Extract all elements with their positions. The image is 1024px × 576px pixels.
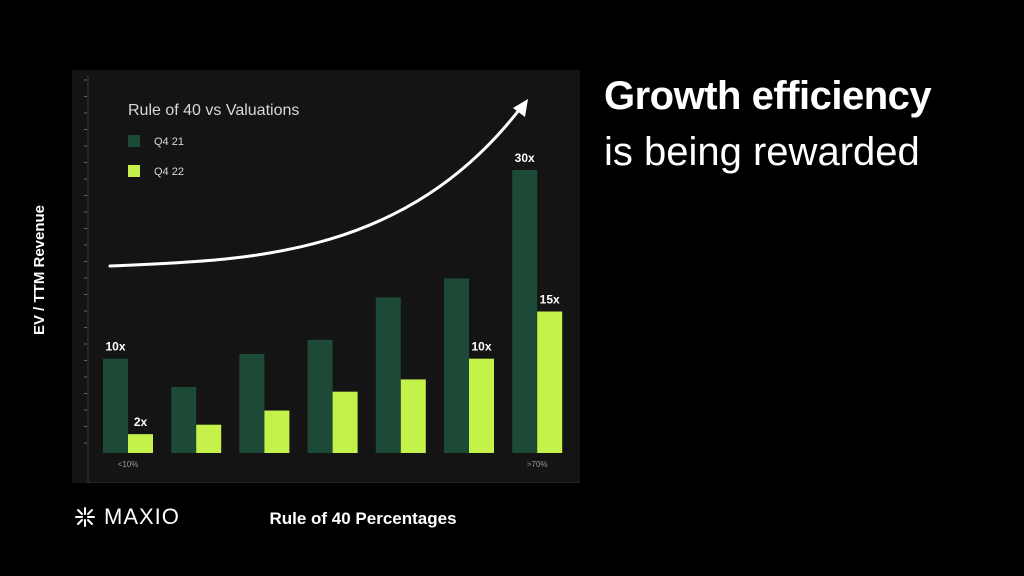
brand-logo: MAXIO	[72, 503, 180, 531]
bar-chart: 10x 2x 10x 30x 15x <10% >70% Rule of 40 vs Valu…	[84, 76, 580, 483]
trend-arrow-head-icon	[513, 99, 528, 117]
bar-q4-21-2	[239, 353, 265, 453]
bar-q4-22-5	[469, 358, 494, 453]
data-label: 10x	[471, 340, 491, 354]
data-label: 30x	[515, 151, 535, 165]
legend-label-1: Q4 22	[154, 166, 184, 178]
legend-label-0: Q4 21	[154, 136, 184, 148]
trend-arrow-line	[108, 108, 521, 268]
y-axis-label: EV / TTM Revenue	[31, 205, 48, 335]
headline-line-2: is being rewarded	[604, 130, 920, 174]
bar-q4-22-3	[332, 391, 358, 453]
chart-panel: 10x 2x 10x 30x 15x <10% >70% Rule of 40 vs Valu…	[72, 70, 580, 483]
bar-q4-21-0	[103, 358, 128, 453]
chart-title: Rule of 40 vs Valuations	[128, 102, 299, 119]
headline: Growth efficiency is being rewarded	[604, 68, 932, 180]
bar-q4-21-3	[307, 339, 333, 453]
bar-q4-22-2	[264, 410, 290, 453]
maxio-logo-icon	[75, 507, 95, 527]
bar-q4-21-1	[171, 386, 197, 453]
data-label: 15x	[540, 293, 560, 307]
bar-q4-21-5	[444, 278, 469, 453]
data-label: 10x	[105, 340, 125, 354]
data-label: 2x	[134, 415, 148, 429]
x-tick-label: >70%	[527, 460, 548, 469]
brand-name: MAXIO	[104, 504, 180, 529]
legend-swatch-1	[128, 165, 140, 177]
bar-q4-22-0	[128, 434, 153, 453]
bar-q4-21-6	[512, 170, 538, 453]
bar-q4-21-4	[375, 297, 401, 453]
legend-swatch-0	[128, 135, 140, 147]
x-axis-label: Rule of 40 Percentages	[269, 509, 456, 528]
headline-line-1: Growth efficiency	[604, 74, 932, 118]
bar-q4-22-6	[537, 311, 563, 453]
x-tick-label: <10%	[118, 460, 139, 469]
bar-q4-22-1	[196, 424, 222, 453]
bar-q4-22-4	[400, 379, 426, 453]
